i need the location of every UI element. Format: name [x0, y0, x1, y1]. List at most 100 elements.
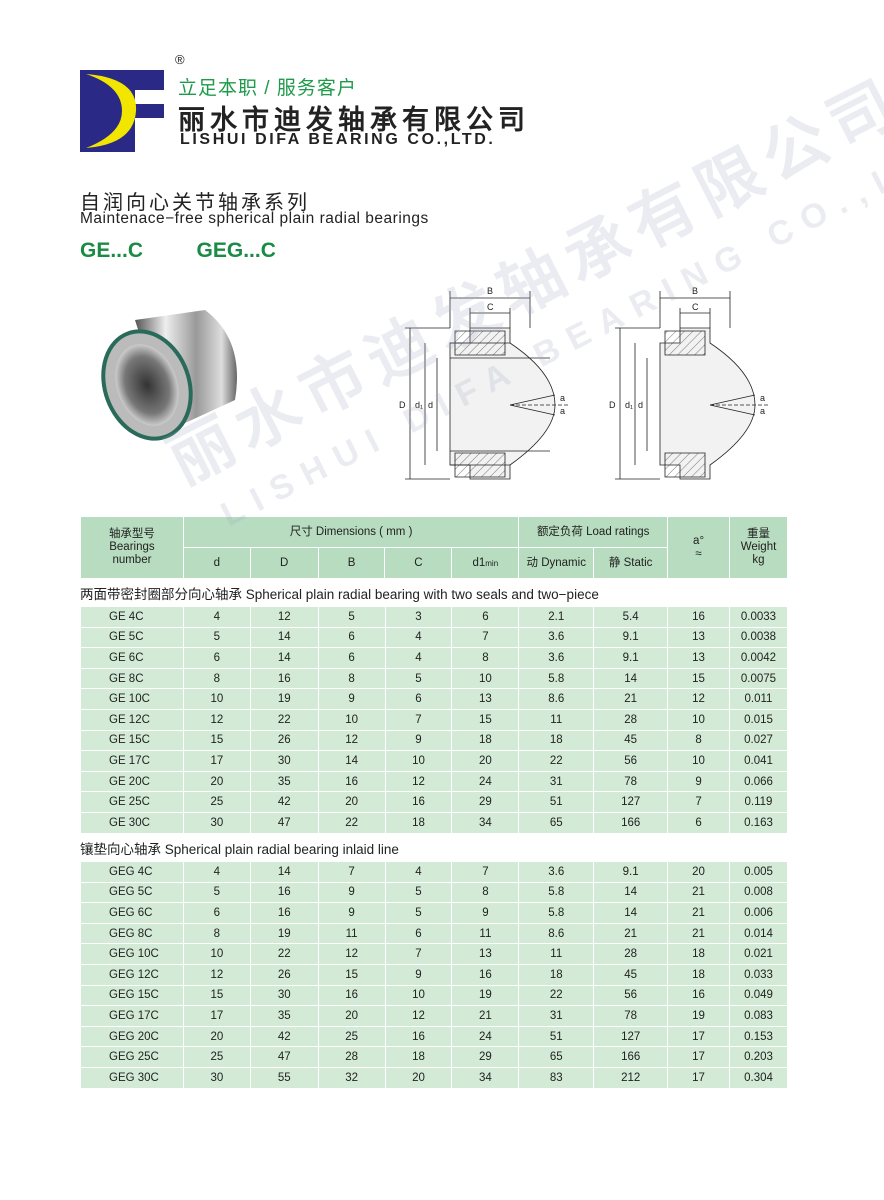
table-cell: 16 [384, 1025, 453, 1048]
bearing-number-cell: GEG 15C [80, 984, 184, 1007]
bearing-number-cell: GE 17C [80, 750, 184, 772]
table-cell: 6 [182, 647, 251, 669]
table-cell: 30 [249, 984, 319, 1007]
label-a: a [760, 393, 765, 403]
table-cell: 34 [451, 1066, 520, 1089]
table-cell: 10 [182, 943, 251, 965]
table-cell: 11 [518, 943, 595, 965]
table-cell: 9 [384, 729, 453, 752]
table-row: GE 8C 8 16 8 5 10 5.8 14 15 0.0075 [80, 667, 788, 690]
table-cell: 65 [518, 811, 595, 834]
table-cell: 8 [182, 667, 251, 690]
company-logo [80, 70, 164, 152]
label-C: C [487, 302, 494, 312]
table-cell: 0.033 [729, 963, 788, 986]
bearing-number-cell: GEG 5C [80, 881, 184, 904]
table-cell: 0.005 [729, 861, 788, 883]
table-cell: 42 [249, 1025, 319, 1048]
table-cell: 12 [384, 770, 453, 793]
table-cell: 0.083 [729, 1005, 788, 1027]
table-cell: 14 [249, 647, 319, 669]
table-cell: 10 [384, 750, 453, 772]
table-cell: 22 [249, 708, 319, 731]
table-cell: 20 [384, 1066, 453, 1089]
table-cell: 12 [182, 708, 251, 731]
table-row: GE 20C 20 35 16 12 24 31 78 9 0.066 [80, 770, 788, 793]
table-cell: 11 [518, 708, 595, 731]
table-cell: 5 [317, 606, 386, 628]
table-row: GE 15C 15 26 12 9 18 18 45 8 0.027 [80, 729, 788, 752]
table-cell: 9 [384, 963, 453, 986]
label-D: D [609, 400, 616, 410]
table-cell: 15 [667, 667, 730, 690]
table-cell: 31 [518, 1005, 595, 1027]
table-cell: 9 [317, 688, 386, 710]
table-cell: 56 [593, 750, 669, 772]
table-cell: 35 [249, 770, 319, 793]
table-cell: 51 [518, 791, 595, 813]
table-cell: 16 [317, 984, 386, 1007]
table-cell: 8.6 [518, 922, 595, 945]
table-cell: 0.008 [729, 881, 788, 904]
bearing-number-cell: GE 30C [80, 811, 184, 834]
table-cell: 16 [249, 667, 319, 690]
table-cell: 10 [384, 984, 453, 1007]
bearing-number-cell: GEG 17C [80, 1005, 184, 1027]
table-cell: 20 [317, 1005, 386, 1027]
table-cell: 16 [249, 881, 319, 904]
table-row: GEG 10C 10 22 12 7 13 11 28 18 0.021 [80, 943, 788, 965]
table-row: GEG 30C 30 55 32 20 34 83 212 17 0.304 [80, 1066, 788, 1089]
table-cell: 0.006 [729, 902, 788, 924]
table-cell: 22 [518, 750, 595, 772]
table-cell: 24 [451, 1025, 520, 1048]
table-cell: 22 [249, 943, 319, 965]
table-cell: 0.027 [729, 729, 788, 752]
table-cell: 8 [451, 647, 520, 669]
table-cell: 78 [593, 770, 669, 793]
bearing-number-cell: GEG 20C [80, 1025, 184, 1048]
table-cell: 6 [317, 626, 386, 649]
table-cell: 0.203 [729, 1046, 788, 1068]
label-a: a [560, 406, 565, 416]
table-cell: 3 [384, 606, 453, 628]
table-cell: 12 [249, 606, 319, 628]
header-B: B [317, 547, 386, 579]
page-title-cn: 自润向心关节轴承系列 [80, 192, 310, 214]
table-cell: 0.041 [729, 750, 788, 772]
table-cell: 17 [667, 1025, 730, 1048]
table-cell: 29 [451, 791, 520, 813]
table-cell: 10 [182, 688, 251, 710]
table-cell: 5 [384, 881, 453, 904]
table-row: GE 17C 17 30 14 10 20 22 56 10 0.041 [80, 750, 788, 772]
table-cell: 26 [249, 729, 319, 752]
table-cell: 9.1 [593, 626, 669, 649]
table-cell: 45 [593, 729, 669, 752]
table-cell: 78 [593, 1005, 669, 1027]
table-cell: 47 [249, 1046, 319, 1068]
table-cell: 212 [593, 1066, 669, 1089]
bearing-number-cell: GEG 6C [80, 902, 184, 924]
company-name-cn: 丽水市迪发轴承有限公司 [178, 105, 530, 135]
table-cell: 20 [451, 750, 520, 772]
table-cell: 21 [667, 881, 730, 904]
table-cell: 51 [518, 1025, 595, 1048]
table-cell: 4 [384, 647, 453, 669]
table-cell: 5 [384, 902, 453, 924]
table-cell: 28 [317, 1046, 386, 1068]
table-cell: 4 [384, 626, 453, 649]
table-cell: 0.066 [729, 770, 788, 793]
bearing-number-cell: GE 6C [80, 647, 184, 669]
table-cell: 3.6 [518, 647, 595, 669]
table-cell: 30 [182, 811, 251, 834]
table-cell: 11 [451, 922, 520, 945]
table-cell: 9.1 [593, 647, 669, 669]
table-cell: 25 [182, 791, 251, 813]
bearing-number-cell: GE 15C [80, 729, 184, 752]
table-row: GEG 6C 6 16 9 5 9 5.8 14 21 0.006 [80, 902, 788, 924]
table-cell: 0.049 [729, 984, 788, 1007]
table-cell: 0.011 [729, 688, 788, 710]
header-bearing-number: 轴承型号 Bearings number [80, 516, 184, 579]
table-cell: 13 [451, 688, 520, 710]
table-cell: 16 [667, 606, 730, 628]
header-load-ratings: 额定负荷 Load ratings [518, 516, 669, 548]
